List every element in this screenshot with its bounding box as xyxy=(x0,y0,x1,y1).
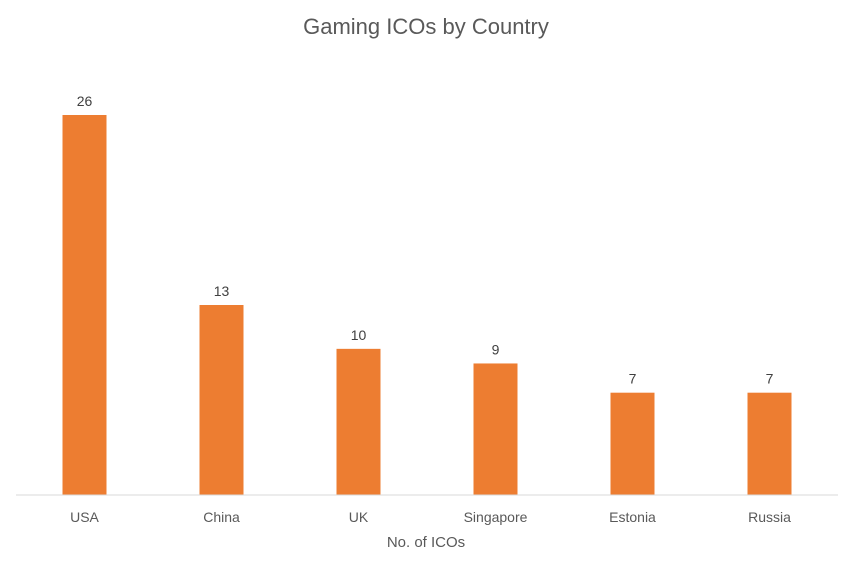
bar-singapore xyxy=(473,363,518,495)
chart-title: Gaming ICOs by Country xyxy=(303,14,549,39)
x-tick-label-usa: USA xyxy=(70,509,99,525)
data-label-china: 13 xyxy=(214,283,230,299)
x-axis-title: No. of ICOs xyxy=(387,534,465,551)
data-label-uk: 10 xyxy=(351,327,367,343)
data-label-usa: 26 xyxy=(77,93,93,109)
data-labels-group: 26 13 10 9 7 7 xyxy=(77,93,774,387)
x-tick-labels-group: USA China UK Singapore Estonia Russia xyxy=(70,509,791,525)
x-tick-label-singapore: Singapore xyxy=(464,509,528,525)
x-tick-label-estonia: Estonia xyxy=(609,509,656,525)
data-label-russia: 7 xyxy=(766,371,774,387)
data-label-estonia: 7 xyxy=(629,371,637,387)
bar-russia xyxy=(747,392,792,495)
x-tick-label-uk: UK xyxy=(349,509,369,525)
bar-estonia xyxy=(610,392,655,495)
bar-uk xyxy=(336,348,381,495)
data-label-singapore: 9 xyxy=(492,341,500,357)
bar-china xyxy=(199,305,244,495)
bar-usa xyxy=(62,115,107,495)
x-tick-label-russia: Russia xyxy=(748,509,791,525)
bars-group xyxy=(62,115,792,495)
x-tick-label-china: China xyxy=(203,509,240,525)
